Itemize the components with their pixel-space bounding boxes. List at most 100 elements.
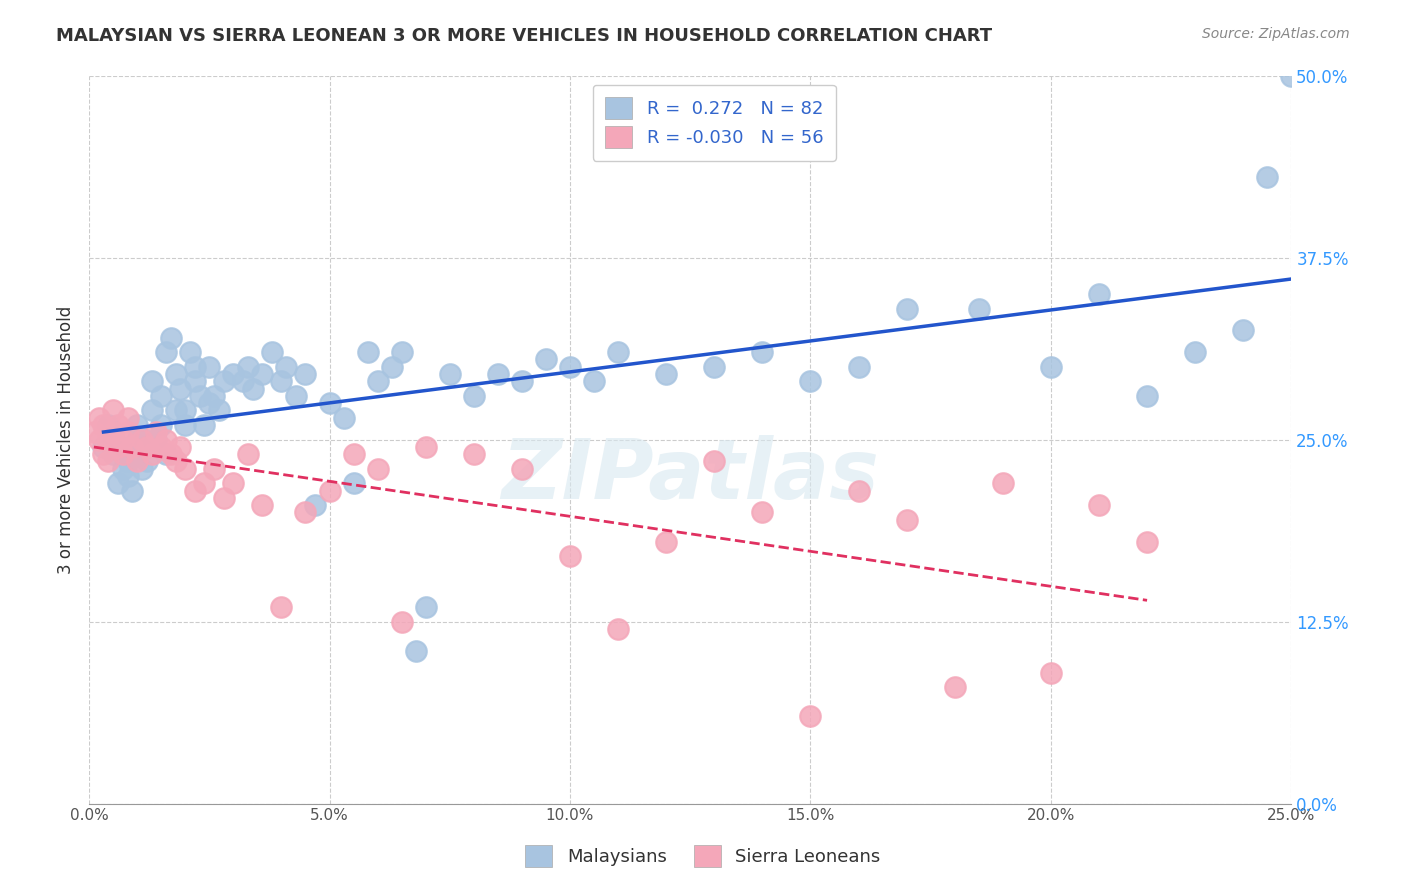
Point <box>97 454 120 468</box>
Point <box>107 440 129 454</box>
Point <box>111 440 134 454</box>
Point <box>1136 534 1159 549</box>
Point <box>202 389 225 403</box>
Point <box>179 345 201 359</box>
Point <box>1279 69 1302 83</box>
Point <box>198 359 221 374</box>
Point <box>131 440 153 454</box>
Point <box>141 374 163 388</box>
Point <box>276 359 298 374</box>
Point <box>107 476 129 491</box>
Point <box>318 396 340 410</box>
Point <box>111 433 134 447</box>
Point <box>127 447 149 461</box>
Point <box>534 352 557 367</box>
Point <box>607 345 630 359</box>
Point <box>212 491 235 505</box>
Point <box>439 367 461 381</box>
Point <box>463 389 485 403</box>
Text: ZIPatlas: ZIPatlas <box>502 435 879 516</box>
Point <box>165 403 187 417</box>
Point <box>117 454 139 468</box>
Point <box>87 410 110 425</box>
Point <box>391 345 413 359</box>
Text: Source: ZipAtlas.com: Source: ZipAtlas.com <box>1202 27 1350 41</box>
Point <box>655 534 678 549</box>
Point <box>270 600 292 615</box>
Point <box>93 440 115 454</box>
Point <box>127 454 149 468</box>
Point <box>848 359 870 374</box>
Point <box>270 374 292 388</box>
Point <box>184 374 207 388</box>
Point <box>141 403 163 417</box>
Point <box>97 433 120 447</box>
Point <box>127 417 149 432</box>
Point <box>208 403 231 417</box>
Point <box>391 615 413 629</box>
Point <box>174 461 197 475</box>
Point <box>155 345 177 359</box>
Point <box>212 374 235 388</box>
Point <box>655 367 678 381</box>
Legend: R =  0.272   N = 82, R = -0.030   N = 56: R = 0.272 N = 82, R = -0.030 N = 56 <box>592 85 837 161</box>
Point <box>703 454 725 468</box>
Point <box>165 367 187 381</box>
Point <box>943 680 966 694</box>
Point <box>193 476 215 491</box>
Point <box>558 549 581 563</box>
Point <box>117 425 139 440</box>
Point <box>486 367 509 381</box>
Point <box>87 433 110 447</box>
Point <box>405 644 427 658</box>
Point <box>193 417 215 432</box>
Point <box>150 417 173 432</box>
Point <box>121 483 143 498</box>
Point <box>415 440 437 454</box>
Point <box>135 433 157 447</box>
Point <box>250 498 273 512</box>
Point <box>101 403 124 417</box>
Point <box>188 389 211 403</box>
Point <box>97 417 120 432</box>
Point <box>169 382 191 396</box>
Point <box>101 425 124 440</box>
Point <box>135 440 157 454</box>
Point <box>184 359 207 374</box>
Point <box>1232 323 1254 337</box>
Point <box>751 505 773 519</box>
Point <box>202 461 225 475</box>
Point <box>799 709 821 723</box>
Point <box>101 447 124 461</box>
Point <box>101 425 124 440</box>
Point <box>236 447 259 461</box>
Point <box>222 367 245 381</box>
Point <box>165 454 187 468</box>
Point <box>333 410 356 425</box>
Point <box>1088 498 1111 512</box>
Point <box>510 461 533 475</box>
Point <box>127 433 149 447</box>
Point <box>1039 359 1062 374</box>
Point <box>342 476 364 491</box>
Point <box>242 382 264 396</box>
Point <box>117 410 139 425</box>
Point <box>174 417 197 432</box>
Point <box>607 622 630 636</box>
Point <box>284 389 307 403</box>
Point <box>1088 287 1111 301</box>
Point <box>93 417 115 432</box>
Point <box>141 447 163 461</box>
Point <box>896 301 918 316</box>
Point <box>135 454 157 468</box>
Point <box>111 461 134 475</box>
Point <box>184 483 207 498</box>
Point <box>145 433 167 447</box>
Text: MALAYSIAN VS SIERRA LEONEAN 3 OR MORE VEHICLES IN HOUSEHOLD CORRELATION CHART: MALAYSIAN VS SIERRA LEONEAN 3 OR MORE VE… <box>56 27 993 45</box>
Point <box>1256 170 1278 185</box>
Point <box>294 367 316 381</box>
Point <box>415 600 437 615</box>
Point <box>159 447 181 461</box>
Point <box>232 374 254 388</box>
Point <box>159 331 181 345</box>
